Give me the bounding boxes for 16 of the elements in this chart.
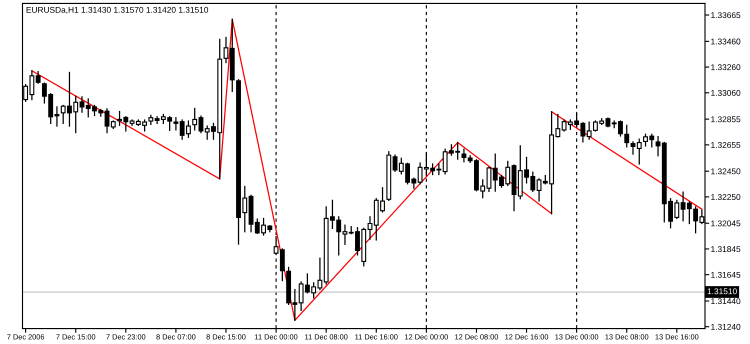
y-tick-label: 1.33260 <box>711 64 740 70</box>
line-series <box>31 18 552 321</box>
y-tick-label: 1.32250 <box>711 194 740 200</box>
y-tick-label: 1.31845 <box>711 246 740 252</box>
y-tick-label: 1.32450 <box>711 168 740 174</box>
y-tick-label: 1.31440 <box>711 298 740 304</box>
y-tick-label: 1.33665 <box>711 12 740 18</box>
y-tick-label: 1.32655 <box>711 142 740 148</box>
y-tick-label: 1.31240 <box>711 324 740 330</box>
y-tick-label: 1.33460 <box>711 38 740 44</box>
y-tick-label: 1.33060 <box>711 90 740 96</box>
y-tick-label: 1.32855 <box>711 116 740 122</box>
ref-line-label: 1.31510 <box>708 288 737 294</box>
y-tick-label: 1.32045 <box>711 220 740 226</box>
chart-title: EURUSDa,H1 1.31430 1.31570 1.31420 1.31510 <box>26 6 208 14</box>
y-tick-label: 1.31645 <box>711 272 740 278</box>
